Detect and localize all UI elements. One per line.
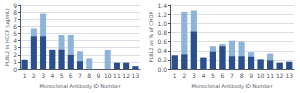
svg-text:1: 1 [23,72,27,79]
svg-text:2: 2 [182,72,186,79]
svg-text:11: 11 [266,72,274,79]
svg-text:10: 10 [104,72,112,79]
svg-text:2: 2 [32,72,36,79]
svg-text:13: 13 [132,72,140,79]
svg-text:5: 5 [211,72,215,79]
svg-text:0.4: 0.4 [157,47,167,54]
svg-text:Monoclonal Antibody ID Number: Monoclonal Antibody ID Number [40,83,122,90]
svg-text:2: 2 [13,51,17,58]
svg-text:6: 6 [13,23,17,30]
svg-text:3: 3 [13,44,17,51]
svg-text:8: 8 [240,72,244,79]
svg-text:0.8: 0.8 [157,29,167,36]
svg-text:0.6: 0.6 [157,38,167,45]
svg-text:PLBL2 as % of CHOP: PLBL2 as % of CHOP [148,12,154,63]
svg-text:8: 8 [87,72,91,79]
svg-text:3: 3 [192,72,196,79]
svg-text:9: 9 [13,2,17,9]
svg-text:10: 10 [257,72,265,79]
svg-text:9: 9 [97,72,101,79]
svg-text:5: 5 [13,30,17,37]
svg-text:1.0: 1.0 [157,20,167,27]
svg-text:4: 4 [201,72,205,79]
svg-text:6: 6 [221,72,225,79]
svg-text:12: 12 [276,72,284,79]
svg-text:0: 0 [13,66,17,73]
svg-text:PLBL2 in HCCF (μg/mL): PLBL2 in HCCF (μg/mL) [4,8,11,66]
svg-text:0.0: 0.0 [157,66,167,73]
svg-text:1: 1 [173,72,177,79]
svg-text:7: 7 [13,16,17,23]
svg-text:1.4: 1.4 [157,2,167,9]
svg-text:3: 3 [41,72,45,79]
svg-text:9: 9 [249,72,253,79]
svg-text:6: 6 [69,72,73,79]
svg-text:7: 7 [78,72,82,79]
svg-text:7: 7 [230,72,234,79]
svg-text:4: 4 [50,72,54,79]
svg-text:12: 12 [122,72,130,79]
svg-text:8: 8 [13,9,17,16]
svg-text:Monoclonal Antibody ID Number: Monoclonal Antibody ID Number [192,83,274,90]
svg-text:13: 13 [285,72,293,79]
svg-text:1: 1 [13,58,17,65]
svg-text:4: 4 [13,37,17,44]
svg-text:5: 5 [60,72,64,79]
svg-text:1.2: 1.2 [157,11,167,18]
svg-text:0.2: 0.2 [157,56,167,63]
svg-text:11: 11 [113,72,121,79]
